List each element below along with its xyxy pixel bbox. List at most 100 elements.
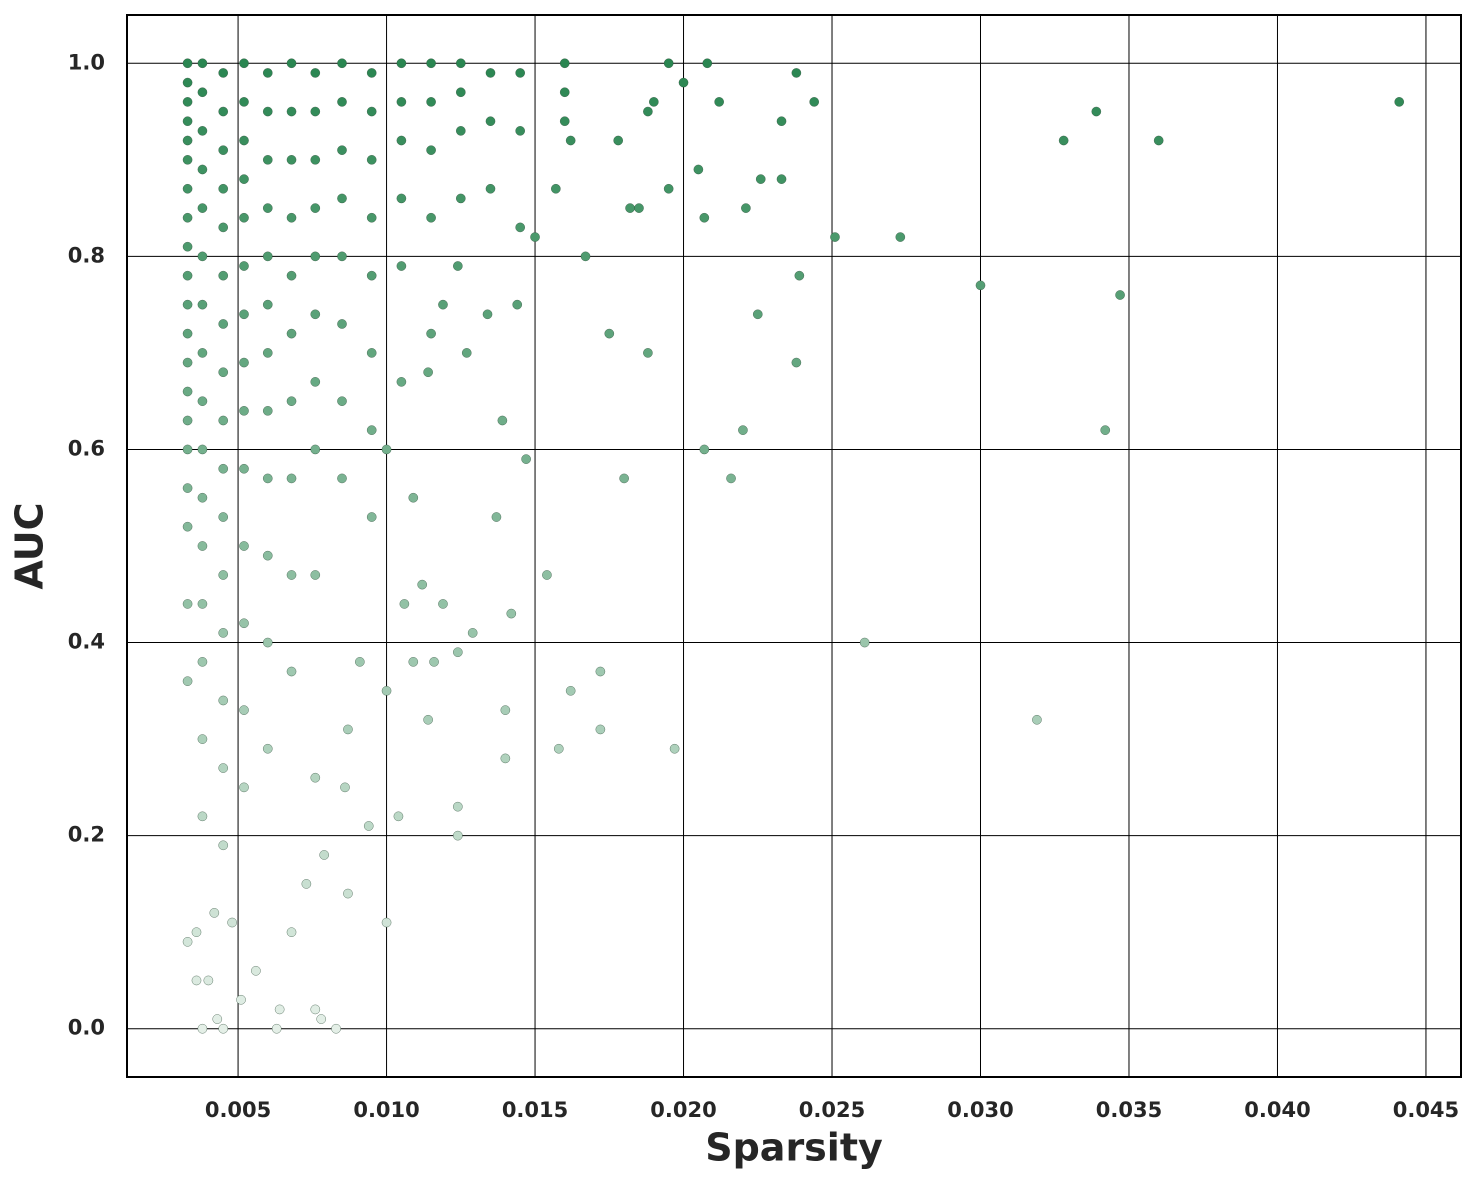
point — [396, 58, 407, 69]
point — [203, 975, 214, 986]
point — [663, 183, 674, 194]
point — [209, 908, 220, 918]
point — [693, 164, 704, 175]
x-tick-label: 0.005 — [205, 1098, 271, 1122]
point — [426, 328, 436, 339]
point — [648, 97, 659, 107]
point — [197, 348, 208, 358]
point — [366, 425, 377, 435]
point — [423, 367, 433, 378]
point — [310, 570, 321, 580]
point — [482, 309, 493, 320]
point — [239, 357, 249, 368]
point — [643, 348, 653, 358]
point — [366, 68, 377, 78]
point — [218, 145, 229, 156]
x-axis-label: Sparsity — [705, 1126, 883, 1170]
point — [316, 1014, 327, 1024]
point — [286, 396, 297, 407]
point — [343, 888, 353, 899]
point — [426, 212, 436, 223]
point — [197, 657, 208, 667]
point — [809, 97, 820, 107]
y-tick-label: 0.4 — [68, 630, 105, 654]
point — [239, 97, 249, 107]
point — [515, 222, 526, 233]
point — [714, 97, 725, 107]
point — [455, 126, 466, 136]
x-tick-label: 0.035 — [1096, 1098, 1162, 1122]
point — [182, 116, 193, 127]
point — [366, 212, 377, 223]
point — [337, 396, 347, 407]
point — [452, 801, 463, 812]
point — [634, 203, 644, 213]
point — [485, 68, 496, 78]
point — [643, 106, 653, 117]
point — [565, 135, 576, 146]
point — [262, 106, 273, 117]
point — [262, 550, 273, 561]
point — [274, 1004, 285, 1015]
point — [262, 203, 273, 213]
point — [182, 483, 193, 493]
point — [663, 58, 674, 69]
point — [218, 270, 229, 281]
point — [423, 714, 433, 725]
point — [426, 58, 436, 69]
point — [399, 599, 410, 609]
point — [776, 116, 787, 127]
point — [396, 97, 407, 107]
point — [218, 367, 229, 378]
point — [755, 174, 766, 184]
point — [1394, 97, 1405, 107]
point — [301, 879, 312, 889]
point — [218, 463, 229, 474]
point — [337, 473, 347, 484]
point — [218, 570, 229, 580]
point — [791, 357, 802, 368]
point — [262, 743, 273, 754]
point — [455, 87, 466, 98]
point — [678, 77, 689, 88]
point — [197, 87, 208, 98]
x-tick-label: 0.015 — [502, 1098, 568, 1122]
point — [438, 299, 448, 310]
point — [337, 145, 347, 156]
point — [559, 87, 570, 98]
x-tick-label: 0.025 — [799, 1098, 865, 1122]
point — [595, 724, 606, 735]
point — [794, 270, 805, 281]
point — [197, 126, 208, 136]
point — [182, 135, 193, 146]
point — [251, 965, 261, 976]
point — [182, 58, 193, 69]
point — [310, 106, 321, 117]
point — [559, 58, 570, 69]
point — [500, 753, 511, 764]
point — [182, 154, 193, 165]
point — [310, 772, 321, 783]
point — [218, 1023, 229, 1034]
point — [182, 328, 193, 339]
point — [218, 695, 229, 706]
point — [429, 657, 439, 667]
point — [699, 212, 710, 223]
point — [702, 58, 713, 69]
point — [1091, 106, 1102, 117]
point — [262, 405, 273, 416]
point — [286, 106, 297, 117]
point — [182, 936, 193, 947]
point — [239, 782, 249, 793]
point — [366, 270, 377, 281]
point — [426, 97, 436, 107]
point — [182, 676, 193, 687]
x-tick-label: 0.030 — [947, 1098, 1013, 1122]
point — [218, 840, 229, 851]
point — [366, 512, 377, 522]
point — [619, 473, 629, 484]
point — [262, 299, 273, 310]
point — [310, 309, 321, 320]
point — [197, 734, 208, 744]
